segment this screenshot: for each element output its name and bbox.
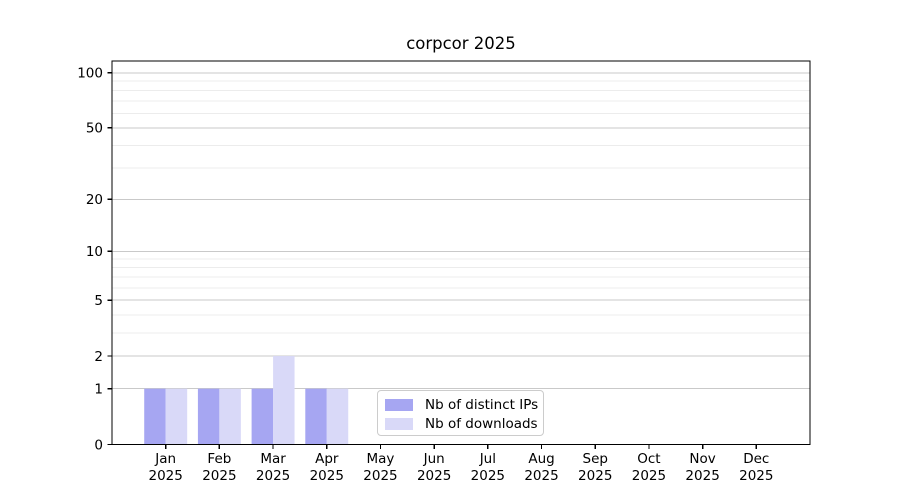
x-tick-label-year-sep: 2025 xyxy=(578,468,612,484)
x-tick-label-year-dec: 2025 xyxy=(739,468,773,484)
x-tick-label-month-jul: Jul xyxy=(479,451,496,467)
y-tick-label-0: 0 xyxy=(94,437,103,453)
y-tick-label-5: 5 xyxy=(94,293,103,309)
legend-swatch-downloads xyxy=(385,417,413,430)
x-tick-label-month-jan: Jan xyxy=(154,451,176,467)
legend-item-downloads: Nb of downloads xyxy=(385,414,538,433)
y-tick-label-50: 50 xyxy=(86,121,103,137)
x-tick-label-month-oct: Oct xyxy=(637,451,660,467)
x-tick-label-year-jul: 2025 xyxy=(471,468,505,484)
bar-nb-of-downloads-feb xyxy=(219,388,241,445)
y-tick-label-2: 2 xyxy=(94,349,103,365)
x-tick-label-year-aug: 2025 xyxy=(524,468,558,484)
x-tick-label-year-nov: 2025 xyxy=(685,468,719,484)
x-tick-label-year-jun: 2025 xyxy=(417,468,451,484)
y-tick-label-10: 10 xyxy=(86,244,103,260)
bar-nb-of-downloads-jan xyxy=(165,388,188,445)
x-tick-label-month-sep: Sep xyxy=(583,451,608,467)
bar-nb-of-distinct-ips-feb xyxy=(197,388,220,445)
x-tick-label-month-nov: Nov xyxy=(689,451,715,467)
legend-label-distinct-ips: Nb of distinct IPs xyxy=(425,396,539,413)
legend-swatch-distinct-ips xyxy=(385,398,413,411)
x-tick-label-month-jun: Jun xyxy=(423,451,445,467)
x-tick-label-year-oct: 2025 xyxy=(632,468,666,484)
x-tick-label-month-may: May xyxy=(367,451,395,467)
chart-title: corpcor 2025 xyxy=(406,34,516,53)
bar-nb-of-distinct-ips-apr xyxy=(305,388,327,445)
x-tick-label-year-feb: 2025 xyxy=(202,468,236,484)
x-tick-label-month-dec: Dec xyxy=(743,451,769,467)
y-tick-label-1: 1 xyxy=(94,381,103,397)
x-tick-label-month-feb: Feb xyxy=(207,451,231,467)
y-tick-label-100: 100 xyxy=(77,66,103,82)
x-tick-label-year-mar: 2025 xyxy=(256,468,290,484)
legend-label-downloads: Nb of downloads xyxy=(425,415,538,432)
x-tick-label-month-aug: Aug xyxy=(528,451,554,467)
bar-nb-of-downloads-apr xyxy=(326,388,349,445)
x-tick-label-year-jan: 2025 xyxy=(149,468,183,484)
x-tick-label-month-mar: Mar xyxy=(260,451,286,467)
axes-spines xyxy=(111,60,811,446)
y-tick-label-20: 20 xyxy=(86,192,103,208)
legend: Nb of distinct IPs Nb of downloads xyxy=(377,390,544,436)
x-tick-label-year-may: 2025 xyxy=(363,468,397,484)
x-tick-label-month-apr: Apr xyxy=(315,451,339,467)
bar-nb-of-distinct-ips-mar xyxy=(251,388,274,445)
bar-nb-of-downloads-mar xyxy=(273,356,295,445)
x-tick-label-year-apr: 2025 xyxy=(310,468,344,484)
legend-item-distinct-ips: Nb of distinct IPs xyxy=(385,395,539,414)
bar-nb-of-distinct-ips-jan xyxy=(144,388,166,445)
